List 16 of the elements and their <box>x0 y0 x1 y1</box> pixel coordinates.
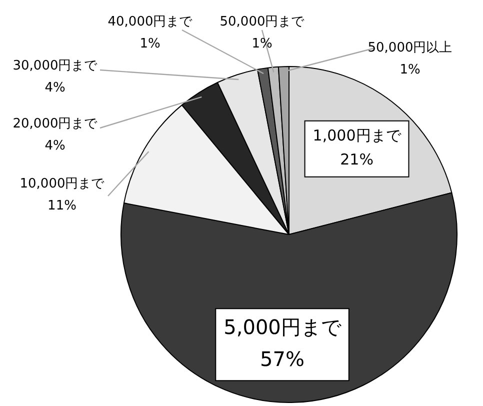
data-label: 1% <box>140 36 160 52</box>
data-label: 11% <box>48 198 76 214</box>
slice-label: 20,000円まで <box>12 116 98 132</box>
slice-label: 50,000円以上 <box>368 40 452 56</box>
data-label: 4% <box>44 138 66 154</box>
data-label: 1% <box>252 36 272 52</box>
data-label: 57% <box>260 346 304 371</box>
slice-label: 40,000円まで <box>108 14 194 30</box>
slice-label: 1,000円まで <box>312 126 402 145</box>
slice-label: 5,000円まで <box>224 314 342 339</box>
slice-label: 50,000円まで <box>220 14 306 30</box>
data-label: 1% <box>400 62 420 78</box>
slice-label: 10,000円まで <box>20 176 106 192</box>
slice-label: 30,000円まで <box>12 58 98 74</box>
data-label: 21% <box>340 150 374 169</box>
data-label: 4% <box>44 80 66 96</box>
